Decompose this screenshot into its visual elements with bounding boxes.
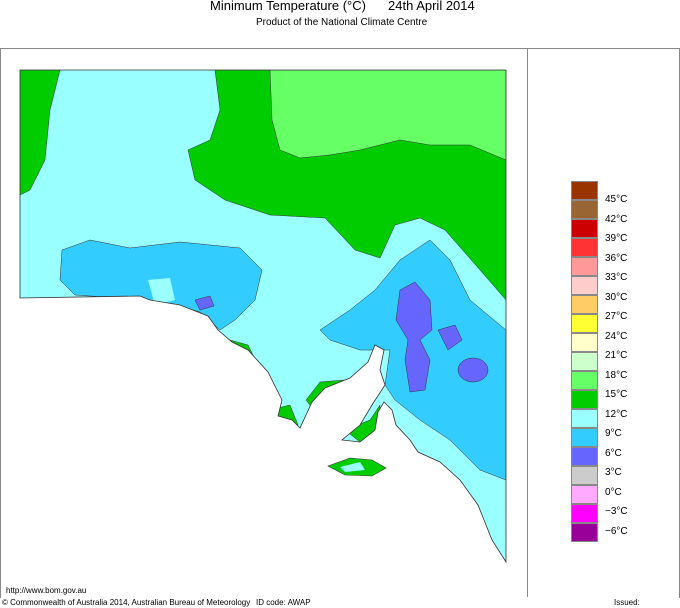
legend-swatch <box>571 408 598 428</box>
legend-label: 39°C <box>605 233 628 244</box>
legend-label: 33°C <box>605 272 628 283</box>
legend-swatch <box>571 370 598 390</box>
legend-label: 42°C <box>605 213 628 225</box>
legend-label: −6°C <box>605 525 628 537</box>
zone-15-18 <box>269 70 506 161</box>
legend-divider <box>527 48 528 597</box>
legend-swatch <box>571 237 598 257</box>
legend-swatch <box>571 484 598 504</box>
legend-swatch <box>571 199 598 219</box>
legend-label: 27°C <box>605 311 628 322</box>
legend-label: 30°C <box>605 291 628 303</box>
legend: 45°C 42°C 39°C 36°C 33°C 30°C 27°C 24°C 21°C 18°C… <box>571 180 628 542</box>
legend-label: 18°C <box>605 369 628 381</box>
legend-label: 36°C <box>605 252 628 264</box>
legend-label: 3°C <box>605 467 622 478</box>
legend-swatch <box>571 275 598 295</box>
legend-swatch <box>571 332 598 352</box>
zone-3-6-d <box>457 357 489 383</box>
legend-label: 6°C <box>605 447 622 459</box>
legend-swatch <box>571 313 598 333</box>
legend-label: 15°C <box>605 389 628 400</box>
legend-swatch <box>571 446 598 466</box>
map-date: 24th April 2014 <box>388 0 475 13</box>
legend-swatch <box>571 465 598 485</box>
legend-swatch <box>571 503 598 523</box>
legend-swatch <box>571 522 598 542</box>
legend-label: 12°C <box>605 408 628 420</box>
legend-label: 45°C <box>605 194 628 205</box>
legend-label: −3°C <box>605 506 628 517</box>
zone-9-12-island <box>148 278 175 305</box>
legend-label: 0°C <box>605 486 622 498</box>
copyright: © Commonwealth of Australia 2014, Austra… <box>2 598 251 607</box>
legend-label: 9°C <box>605 428 622 439</box>
legend-swatch <box>571 180 598 200</box>
legend-swatch <box>571 294 598 314</box>
map-subtitle: Product of the National Climate Centre <box>256 17 428 28</box>
legend-label: 24°C <box>605 330 628 342</box>
legend-swatch <box>571 427 598 447</box>
bom-url[interactable]: http://www.bom.gov.au <box>6 586 87 595</box>
coastline <box>19 69 507 564</box>
zone-3-6-a <box>194 295 215 311</box>
zone-3-6-c <box>437 324 463 351</box>
issued-date: Issued: 23/07/2014 <box>614 598 654 608</box>
zone-12-15-west <box>20 70 61 196</box>
kangaroo-island-core <box>340 462 365 472</box>
legend-swatch <box>571 218 598 238</box>
legend-swatch <box>571 351 598 371</box>
legend-swatch <box>571 389 598 409</box>
zone-3-6-b <box>395 281 433 393</box>
id-code: ID code: AWAP <box>256 598 311 607</box>
legend-label: 21°C <box>605 350 628 361</box>
legend-swatch <box>571 256 598 276</box>
map-title: Minimum Temperature (°C) <box>210 0 366 13</box>
